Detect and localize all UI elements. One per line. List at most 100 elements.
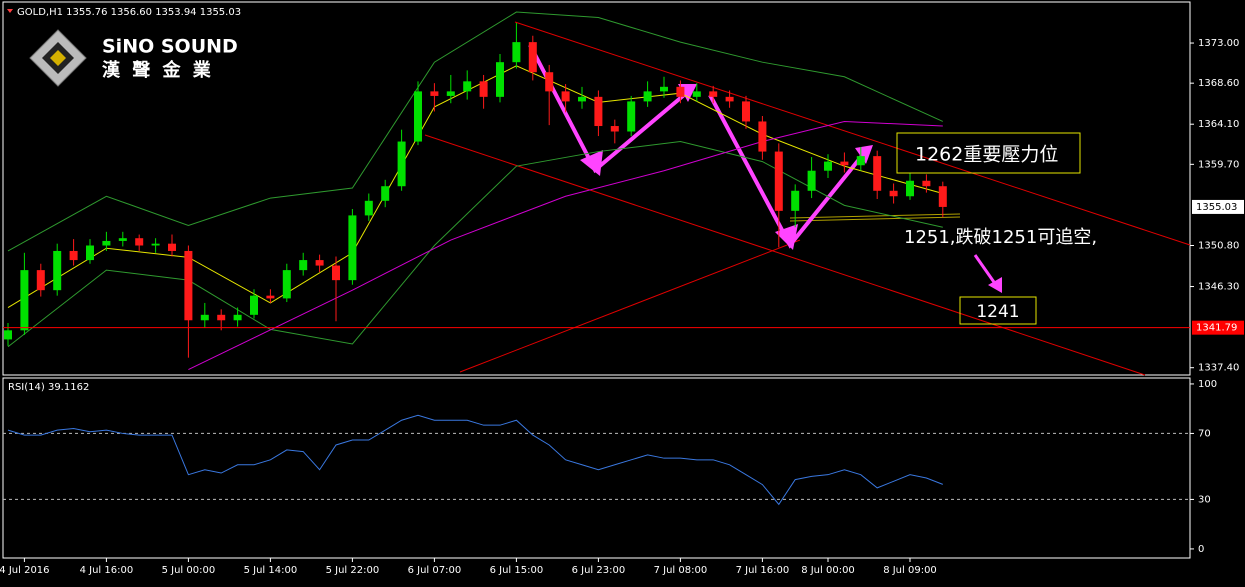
annotation-box [959,296,1037,325]
last-price-bg [1192,199,1244,214]
candle-body [578,96,586,102]
candle-body [512,42,521,63]
last-price-label: 1355.03 [1196,202,1237,213]
candle-body [102,240,111,246]
candle-body [610,126,619,132]
x-tick-label: 4 Jul 2016 [0,565,50,576]
candle-body [348,215,357,281]
y-tick-label: 1373.00 [1198,38,1239,49]
x-tick-label: 8 Jul 09:00 [883,565,937,576]
arrowhead [855,145,873,164]
x-tick-label: 5 Jul 14:00 [244,565,298,576]
candle-body [873,156,882,191]
candle-body [692,91,701,97]
candle-body [282,270,291,299]
candle-body [479,81,488,97]
channel-line [424,134,1146,376]
candle-body [151,243,160,246]
candle-body [528,42,537,73]
logo-mark-core [50,50,66,66]
candle-body [938,186,947,207]
support-line [789,213,961,219]
candle-body [643,91,652,102]
x-tick-label: 7 Jul 08:00 [654,565,708,576]
y-tick-label: 1359.70 [1198,159,1239,170]
candle-body [791,190,800,211]
y-tick-label: 1368.60 [1198,78,1239,89]
candle-body [118,238,127,241]
zigzag-arrow [708,94,867,249]
overlay-line [7,65,943,308]
candle-body [299,260,308,271]
rsi-line [7,414,943,506]
candle-body [53,250,62,291]
overlay-line [188,120,943,370]
candle-body [889,190,898,197]
y-tick-label: 1350.80 [1198,240,1239,251]
candle-body [807,170,816,191]
candle-body [627,101,636,132]
y-tick-label: 30 [1198,494,1211,505]
logo-name: SiNO SOUND [102,36,238,58]
y-tick-label: 1364.10 [1198,119,1239,130]
y-tick-label: 0 [1198,544,1204,555]
candle-body [86,245,94,261]
logo-chinese: 漢 聲 金 業 [102,59,214,81]
candle-body [774,151,783,211]
candle-body [69,250,78,261]
candle-body [545,72,554,92]
arrowhead [580,150,603,176]
candle-body [233,314,242,321]
candle-body [4,330,12,340]
candle-body [168,243,176,251]
candle-body [364,200,373,216]
candle-body [430,91,439,96]
candle-body [250,295,258,315]
candle-body [676,86,685,97]
candle-body [217,314,226,321]
y-tick-label: 1337.40 [1198,363,1239,374]
y-tick-label: 100 [1198,379,1217,390]
chart-title: GOLD,H1 1355.76 1356.60 1353.94 1355.03 [17,7,241,18]
overlay-line [7,11,944,252]
rising-line [459,239,801,373]
candle-body [709,91,718,97]
candle-body [200,314,209,321]
arrowhead [988,277,1002,293]
annotation: 1241 [976,302,1019,322]
symbol-arrow [7,9,13,13]
x-tick-label: 6 Jul 07:00 [408,565,462,576]
price-line-label: 1341.79 [1196,323,1237,334]
resistance-line [514,21,1191,246]
annotation: 1262重要壓力位 [915,144,1058,166]
arrowhead [775,224,798,250]
candle-body [463,81,472,92]
candle-body [742,101,750,122]
candle-body [758,121,767,152]
annotation: 1251,跌破1251可追空, [904,227,1097,248]
candle-body [36,270,45,291]
candle-body [840,161,849,166]
candle-body [561,91,570,102]
candle-body [184,250,193,321]
candle-body [922,180,931,187]
x-tick-label: 7 Jul 16:00 [736,565,790,576]
x-tick-label: 4 Jul 16:00 [80,565,134,576]
overlay-line [7,141,943,348]
candle-body [725,96,734,102]
y-tick-label: 70 [1198,428,1211,439]
y-tick-label: 1346.30 [1198,282,1239,293]
candle-body [594,96,603,127]
candle-body [446,91,455,96]
candle-body [824,161,832,171]
logo: SiNO SOUND 漢 聲 金 業 [29,29,238,87]
rsi-title: RSI(14) 39.1162 [8,382,89,393]
annotation-box [896,132,1081,174]
candle-body [397,141,406,187]
x-tick-label: 6 Jul 15:00 [490,565,544,576]
rsi-frame [2,377,1191,559]
candle-body [660,86,668,92]
zigzag-arrow [528,44,692,174]
x-tick-label: 5 Jul 00:00 [162,565,216,576]
x-tick-label: 5 Jul 22:00 [326,565,380,576]
